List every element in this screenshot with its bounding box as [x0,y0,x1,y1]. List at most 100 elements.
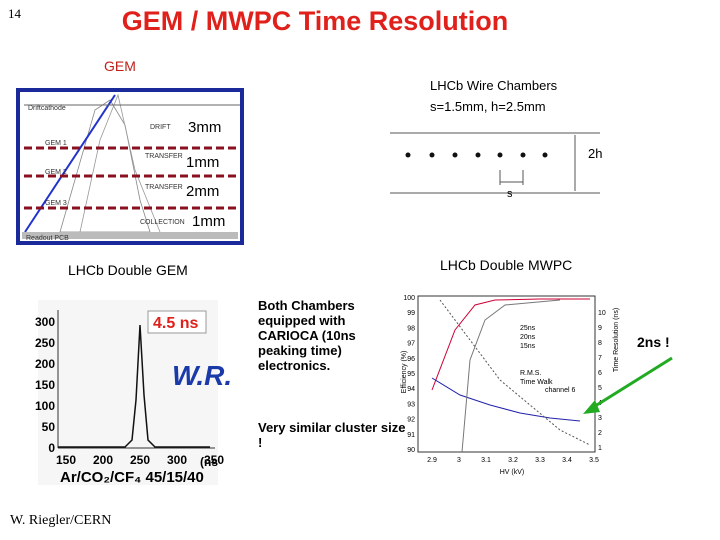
y-tick-label: 100 [35,399,55,413]
legend-entry: Time Walk [520,379,553,386]
y-tick-label: 200 [35,357,55,371]
y-tick-label: 95 [407,371,415,378]
x-tick-label: 3.3 [535,457,545,464]
wire [497,152,503,158]
efficiency-curve [431,298,590,391]
y2-tick-label: 9 [598,325,602,332]
y2-tick-label: 10 [598,310,606,317]
note: Very similar cluster size ! [258,420,406,450]
wire-params: s=1.5mm, h=2.5mm [430,99,546,114]
note: Both Chambers equipped with CARIOCA (10n… [258,298,356,373]
legend-entry: 25ns [520,325,536,332]
y2-tick-label: 1 [598,445,602,452]
gap-label: 1mm [186,154,219,171]
diagram-label: Readout PCB [26,235,69,242]
title: GEM / MWPC Time Resolution [121,6,509,36]
diagram-label: GEM 3 [45,200,67,207]
x-tick-label: 300 [167,453,187,467]
rms-curve [431,377,581,422]
diagram-label: GEM 2 [45,169,67,176]
arrow [591,356,673,410]
diagram-label: Driftcathode [28,105,66,112]
legend-entry: 15ns [520,343,536,350]
y-tick-label: 0 [48,441,55,455]
diagram-label: DRIFT [150,124,171,131]
y2-label: Time Resolution (ns) [613,308,620,372]
h-label: 2h [588,146,602,161]
y2-tick-label: 6 [598,370,602,377]
x-label: HV (kV) [500,469,525,476]
timewalk-curve [439,299,591,446]
x-tick-label: 2.9 [427,457,437,464]
diagram-label: COLLECTION [140,219,185,226]
x-tick-label: 3.2 [508,457,518,464]
x-tick-label: 200 [93,453,113,467]
y-tick-label: 50 [42,420,56,434]
peak-label: 4.5 ns [153,315,198,332]
wire-label: LHCb Wire Chambers [430,78,558,93]
s-label: s [507,188,513,200]
y-tick-label: 92 [407,417,415,424]
gap-label: 3mm [188,119,221,136]
x-tick-label: 3.5 [589,457,599,464]
callout: 2ns ! [637,334,670,350]
wire [405,152,411,158]
y-tick-label: 98 [407,325,415,332]
y-tick-label: 94 [407,386,415,393]
y-tick-label: 250 [35,336,55,350]
peak [58,324,210,448]
efficiency-curve [461,299,561,453]
gem-tracks [79,93,161,233]
wire [429,152,435,158]
y-tick-label: 99 [407,310,415,317]
wire [475,152,481,158]
plot-frame [417,295,596,453]
x-unit: (ns [200,455,218,469]
y2-tick-label: 8 [598,340,602,347]
y2-tick-label: 5 [598,385,602,392]
dimension [499,170,524,185]
mwpc-caption: LHCb Double MWPC [440,257,573,273]
gas-label: Ar/CO₂/CF₄ 45/15/40 [60,469,204,486]
plot-note: channel 6 [545,387,575,394]
gap-label: 1mm [192,213,225,230]
wire [520,152,526,158]
x-tick-label: 350 [204,453,224,467]
readout-pcb [22,232,238,239]
author: W. Riegler/CERN [10,513,112,528]
y2-tick-label: 7 [598,355,602,362]
y-tick-label: 93 [407,401,415,408]
x-tick-label: 3 [457,457,461,464]
y-tick-label: 96 [407,356,415,363]
y-tick-label: 100 [403,295,415,302]
diagram-label: TRANSFER [145,184,183,191]
gem-caption: LHCb Double GEM [68,262,188,278]
peak-box [147,310,207,334]
y-label: Efficiency (%) [401,351,408,394]
x-tick-label: 150 [56,453,76,467]
wire [542,152,548,158]
y-tick-label: 97 [407,341,415,348]
x-tick-label: 3.4 [562,457,572,464]
diagram-label: GEM 1 [45,140,67,147]
y-tick-label: 300 [35,315,55,329]
gem-frame [16,88,244,245]
y-tick-label: 150 [35,378,55,392]
y-tick-label: 91 [407,432,415,439]
y2-tick-label: 2 [598,430,602,437]
x-tick-label: 250 [130,453,150,467]
gap-label: 2mm [186,183,219,200]
legend-entry: R.M.S. [520,370,541,377]
wire [452,152,458,158]
watermark: W.R. [172,360,232,391]
gem-label: GEM [104,58,136,74]
legend-entry: 20ns [520,334,536,341]
y-tick-label: 90 [407,447,415,454]
arrow-head [583,400,600,414]
x-tick-label: 3.1 [481,457,491,464]
slide-number: 14 [8,6,21,21]
y2-tick-label: 3 [598,415,602,422]
diagram-label: TRANSFER [145,153,183,160]
